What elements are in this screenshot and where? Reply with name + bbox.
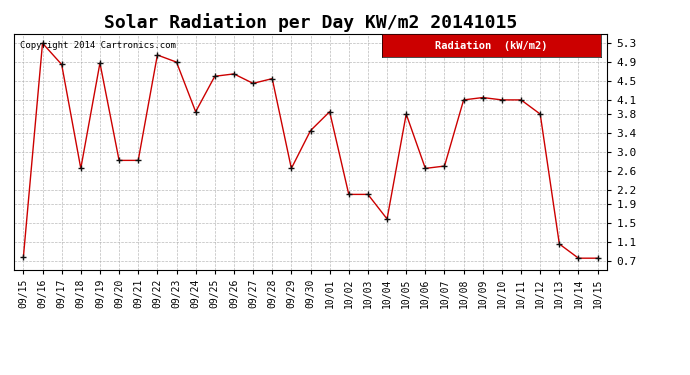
Text: Copyright 2014 Cartronics.com: Copyright 2014 Cartronics.com: [20, 41, 176, 50]
Title: Solar Radiation per Day KW/m2 20141015: Solar Radiation per Day KW/m2 20141015: [104, 13, 517, 32]
